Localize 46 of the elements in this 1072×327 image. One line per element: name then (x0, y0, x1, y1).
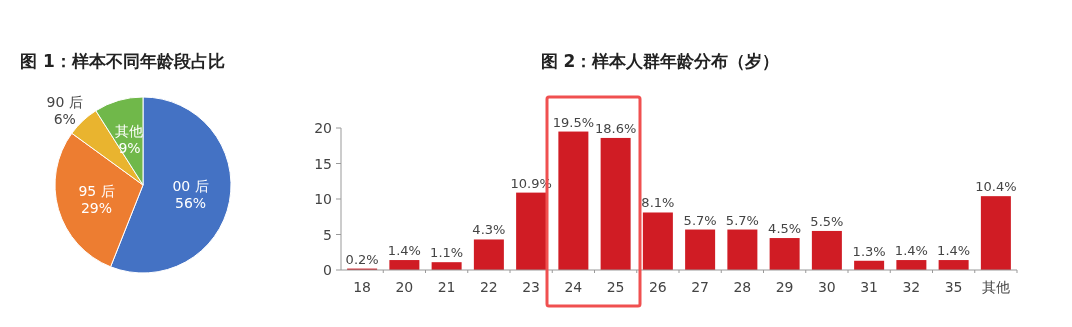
x-tick-label: 18 (353, 279, 372, 295)
slice-label: 00 后 (172, 178, 209, 195)
x-tick-label: 25 (606, 279, 625, 295)
data-label: 5.5% (810, 213, 844, 229)
data-label: 8.1% (641, 195, 675, 211)
x-tick-label: 其他 (981, 279, 1010, 295)
y-tick-label: 10 (314, 191, 332, 207)
x-tick-label: 27 (691, 279, 710, 295)
y-tick-label: 20 (314, 120, 332, 136)
x-tick-label: 26 (648, 279, 667, 295)
chart-title: 图 2：样本人群年龄分布（岁） (540, 51, 780, 71)
x-tick-label: 30 (817, 279, 836, 295)
slice-label: 95 后 (78, 182, 115, 199)
chart-title: 图 1：样本不同年龄段占比 (20, 51, 225, 71)
data-label: 6% (53, 110, 76, 127)
data-label: 9% (118, 139, 141, 156)
data-label: 10.4% (975, 179, 1017, 195)
x-tick-label: 22 (479, 279, 498, 295)
slice-label: 其他 (115, 122, 144, 139)
x-tick-label: 32 (902, 279, 921, 295)
data-label: 18.6% (594, 120, 637, 136)
data-label: 1.4% (387, 243, 421, 259)
x-tick-label: 28 (733, 279, 752, 295)
x-tick-label: 31 (860, 279, 879, 295)
x-tick-label: 21 (437, 279, 456, 295)
x-tick-label: 29 (775, 279, 794, 295)
data-label: 56% (174, 195, 207, 212)
y-tick-label: 15 (314, 155, 332, 172)
x-tick-label: 20 (395, 279, 414, 295)
data-label: 1.3% (852, 243, 886, 259)
data-label: 19.5% (552, 114, 595, 130)
slice-label: 90 后 (46, 93, 83, 110)
y-tick-label: 5 (323, 226, 332, 243)
data-label: 4.3% (472, 222, 506, 238)
data-label: 5.7% (683, 212, 717, 228)
x-tick-label: 35 (944, 279, 963, 295)
data-label: 0.2% (345, 251, 379, 267)
data-label: 1.1% (430, 245, 464, 261)
x-tick-label: 23 (522, 279, 541, 295)
y-tick-label: 0 (323, 262, 332, 278)
data-label: 1.4% (894, 243, 928, 259)
data-label: 29% (80, 199, 113, 216)
data-label: 4.5% (768, 221, 802, 237)
data-label: 5.7% (725, 212, 759, 228)
x-tick-label: 24 (564, 279, 583, 295)
data-label: 1.4% (937, 243, 971, 259)
